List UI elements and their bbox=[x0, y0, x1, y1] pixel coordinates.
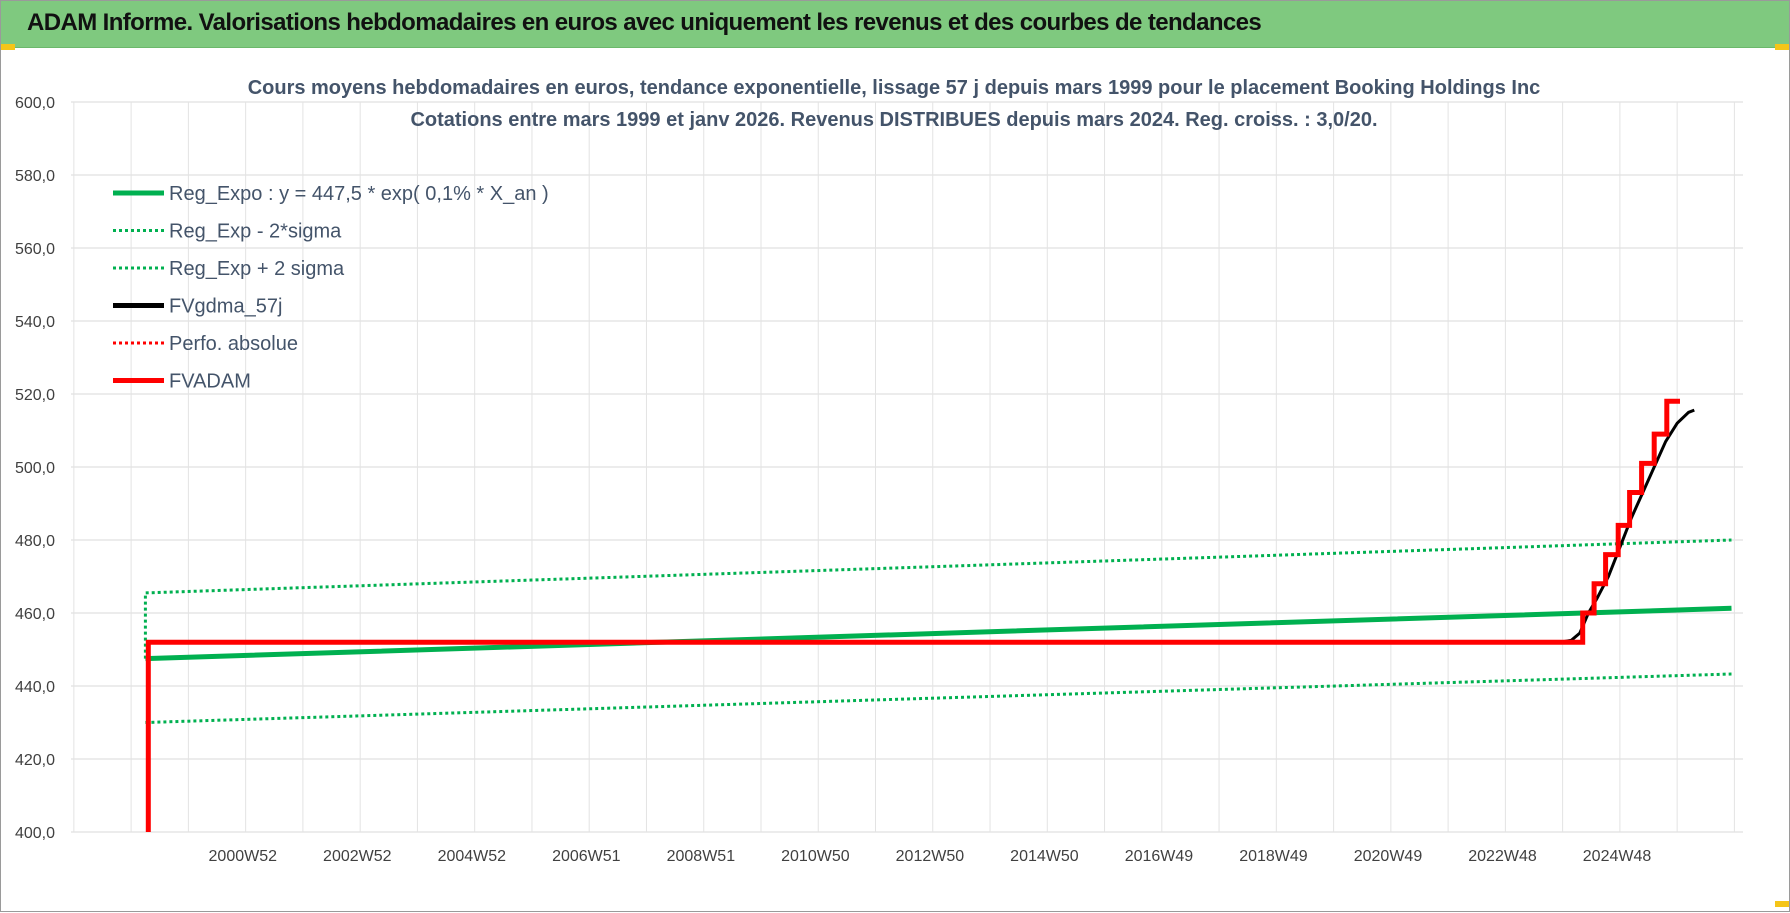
y-tick-label: 560,0 bbox=[15, 241, 55, 258]
y-tick-label: 540,0 bbox=[15, 314, 55, 331]
y-tick-label: 580,0 bbox=[15, 168, 55, 185]
legend: Reg_Expo : y = 447,5 * exp( 0,1% * X_an … bbox=[113, 183, 549, 393]
y-tick-label: 500,0 bbox=[15, 460, 55, 477]
gridlines bbox=[71, 101, 1743, 833]
x-tick-label: 2014W50 bbox=[1010, 848, 1079, 865]
corner-marker bbox=[1, 44, 15, 50]
y-tick-label: 520,0 bbox=[15, 387, 55, 404]
y-tick-label: 480,0 bbox=[15, 533, 55, 550]
axes: Cours moyens hebdomadaires en euros, ten… bbox=[15, 77, 1651, 865]
x-tick-label: 2024W48 bbox=[1583, 848, 1652, 865]
x-tick-label: 2000W52 bbox=[209, 848, 278, 865]
x-tick-label: 2016W49 bbox=[1125, 848, 1194, 865]
corner-marker bbox=[1775, 901, 1789, 907]
x-tick-label: 2020W49 bbox=[1354, 848, 1423, 865]
y-tick-label: 440,0 bbox=[15, 679, 55, 696]
x-tick-label: 2008W51 bbox=[667, 848, 736, 865]
x-tick-label: 2022W48 bbox=[1468, 848, 1537, 865]
series-line bbox=[145, 672, 1732, 724]
legend-label: FVADAM bbox=[169, 371, 251, 393]
series-line bbox=[145, 398, 1680, 832]
legend-label: Reg_Exp - 2*sigma bbox=[169, 221, 342, 243]
chart-title-line-2: Cotations entre mars 1999 et janv 2026. … bbox=[410, 109, 1377, 131]
chart-title-line-1: Cours moyens hebdomadaires en euros, ten… bbox=[248, 77, 1541, 99]
y-tick-label: 600,0 bbox=[15, 95, 55, 112]
series-line bbox=[143, 538, 1732, 659]
x-tick-label: 2012W50 bbox=[896, 848, 965, 865]
report-title: ADAM Informe. Valorisations hebdomadaire… bbox=[27, 9, 1262, 36]
corner-marker bbox=[1775, 44, 1789, 50]
report-banner: ADAM Informe. Valorisations hebdomadaire… bbox=[1, 1, 1789, 48]
legend-label: FVgdma_57j bbox=[169, 296, 282, 318]
x-tick-label: 2018W49 bbox=[1239, 848, 1308, 865]
y-tick-label: 460,0 bbox=[15, 606, 55, 623]
y-tick-label: 400,0 bbox=[15, 825, 55, 842]
legend-label: Reg_Exp + 2 sigma bbox=[169, 258, 345, 280]
x-tick-label: 2004W52 bbox=[438, 848, 507, 865]
legend-label: Reg_Expo : y = 447,5 * exp( 0,1% * X_an … bbox=[169, 183, 549, 205]
x-tick-label: 2002W52 bbox=[323, 848, 392, 865]
data-series bbox=[143, 398, 1732, 832]
series-line bbox=[145, 605, 1732, 662]
legend-label: Perfo. absolue bbox=[169, 333, 298, 355]
y-tick-label: 420,0 bbox=[15, 752, 55, 769]
x-tick-label: 2006W51 bbox=[552, 848, 621, 865]
x-tick-label: 2010W50 bbox=[781, 848, 850, 865]
